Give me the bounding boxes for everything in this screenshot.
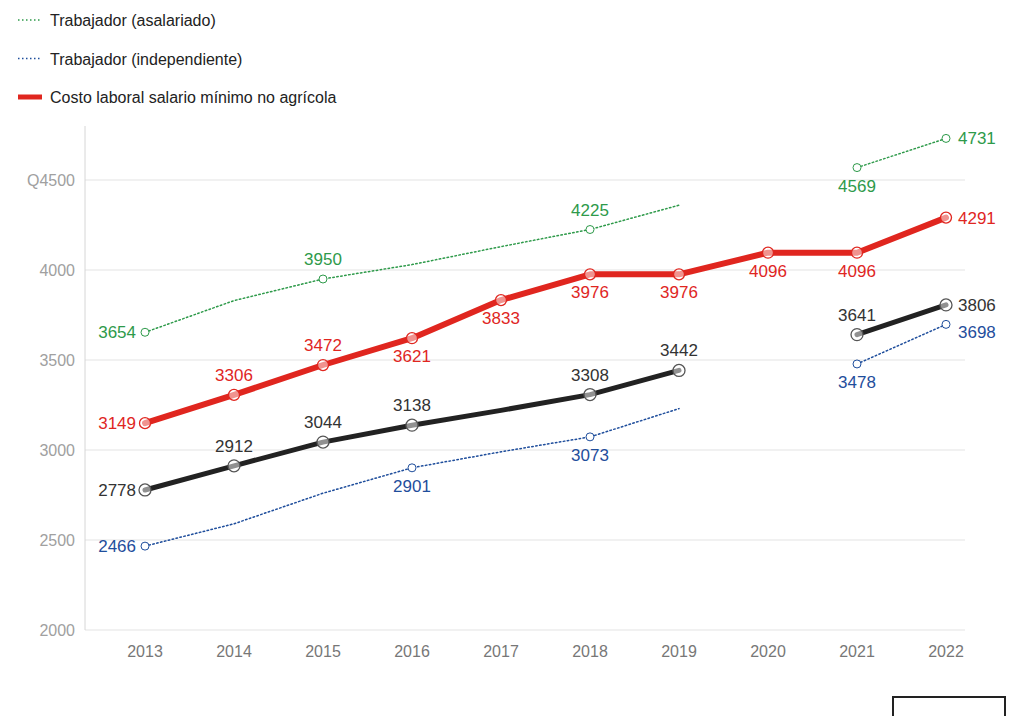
grid-line xyxy=(85,540,965,541)
series-line xyxy=(145,324,946,546)
legend-swatch xyxy=(18,19,42,21)
grid-line xyxy=(85,270,965,271)
point-marker xyxy=(408,464,416,472)
data-label: 2912 xyxy=(215,437,253,456)
data-label: 3833 xyxy=(482,309,520,328)
point-marker xyxy=(406,419,418,431)
x-tick-label: 2022 xyxy=(928,643,964,660)
data-label: 3698 xyxy=(958,323,996,342)
series-line xyxy=(145,305,946,490)
point-marker xyxy=(139,484,151,496)
x-tick-label: 2014 xyxy=(216,643,252,660)
data-label: 3621 xyxy=(393,347,431,366)
point-marker xyxy=(763,247,774,258)
data-label: 4225 xyxy=(571,201,609,220)
y-tick-label: 4000 xyxy=(39,262,75,279)
point-marker xyxy=(851,329,863,341)
data-labels: 3654 3950 4225 4569 4731 2466 2901 3073 3478 3698… xyxy=(98,129,996,556)
point-marker xyxy=(319,275,327,283)
data-label: 4569 xyxy=(838,177,876,196)
y-tick-label: 2500 xyxy=(39,532,75,549)
y-tick-label: 3000 xyxy=(39,442,75,459)
point-marker xyxy=(942,134,950,142)
data-label: 2466 xyxy=(98,537,136,556)
grid-line xyxy=(85,360,965,361)
data-label: 3472 xyxy=(304,336,342,355)
grid-line xyxy=(85,180,965,181)
data-label: 3306 xyxy=(215,366,253,385)
data-label: 3308 xyxy=(571,366,609,385)
data-label: 2778 xyxy=(98,481,136,500)
legend-swatch xyxy=(18,95,42,100)
x-tick-label: 2020 xyxy=(750,643,786,660)
data-label: 3478 xyxy=(838,373,876,392)
point-marker xyxy=(673,364,685,376)
logo-box xyxy=(893,697,1005,716)
point-marker xyxy=(141,542,149,550)
point-marker xyxy=(941,212,952,223)
x-tick-label: 2016 xyxy=(394,643,430,660)
y-tick-label: 3500 xyxy=(39,352,75,369)
data-label: 4096 xyxy=(838,262,876,281)
data-label: 3950 xyxy=(304,250,342,269)
point-marker xyxy=(940,299,952,311)
data-label: 3976 xyxy=(571,283,609,302)
point-marker xyxy=(318,360,329,371)
point-marker xyxy=(674,269,685,280)
data-label: 3138 xyxy=(393,396,431,415)
data-label: 3806 xyxy=(958,296,996,315)
point-marker xyxy=(586,226,594,234)
point-marker xyxy=(317,436,329,448)
data-label: 3044 xyxy=(304,413,342,432)
y-tick-label: 2000 xyxy=(39,622,75,639)
point-marker xyxy=(229,389,240,400)
point-marker xyxy=(141,328,149,336)
point-marker xyxy=(140,418,151,429)
point-marker xyxy=(852,247,863,258)
x-tick-label: 2019 xyxy=(661,643,697,660)
series-line xyxy=(145,138,946,332)
data-label: 3073 xyxy=(571,446,609,465)
legend-label: Trabajador (asalariado) xyxy=(50,12,216,29)
plot-area xyxy=(139,134,952,550)
point-marker xyxy=(496,295,507,306)
grid xyxy=(85,180,965,630)
x-tick-label: 2013 xyxy=(127,643,163,660)
data-label: 2901 xyxy=(393,477,431,496)
legend-label: Costo laboral salario mínimo no agrícola xyxy=(50,89,336,106)
point-marker xyxy=(586,433,594,441)
point-marker xyxy=(853,164,861,172)
x-tick-label: 2021 xyxy=(839,643,875,660)
data-label: 3442 xyxy=(660,341,698,360)
x-tick-label: 2018 xyxy=(572,643,608,660)
point-marker xyxy=(407,333,418,344)
data-label: 3641 xyxy=(838,306,876,325)
x-tick-label: 2017 xyxy=(483,643,519,660)
point-marker xyxy=(584,389,596,401)
data-label: 3976 xyxy=(660,283,698,302)
point-marker xyxy=(228,460,240,472)
legend: Trabajador (asalariado) Trabajador (indep… xyxy=(18,12,336,106)
point-marker xyxy=(942,320,950,328)
x-tick-label: 2015 xyxy=(305,643,341,660)
grid-line xyxy=(85,630,965,631)
data-label: 3654 xyxy=(98,323,136,342)
point-marker xyxy=(585,269,596,280)
data-label: 4731 xyxy=(958,129,996,148)
data-label: 4291 xyxy=(958,209,996,228)
legend-label: Trabajador (independiente) xyxy=(50,51,242,68)
data-label: 3149 xyxy=(98,414,136,433)
y-tick-label: Q4500 xyxy=(27,172,75,189)
data-label: 4096 xyxy=(749,262,787,281)
legend-swatch xyxy=(18,58,42,60)
point-marker xyxy=(853,360,861,368)
chart: 2000 2500 3000 3500 4000 Q4500 2013 2014 2015 201… xyxy=(0,0,1024,716)
series-line xyxy=(145,218,946,424)
y-axis-line xyxy=(85,126,86,630)
